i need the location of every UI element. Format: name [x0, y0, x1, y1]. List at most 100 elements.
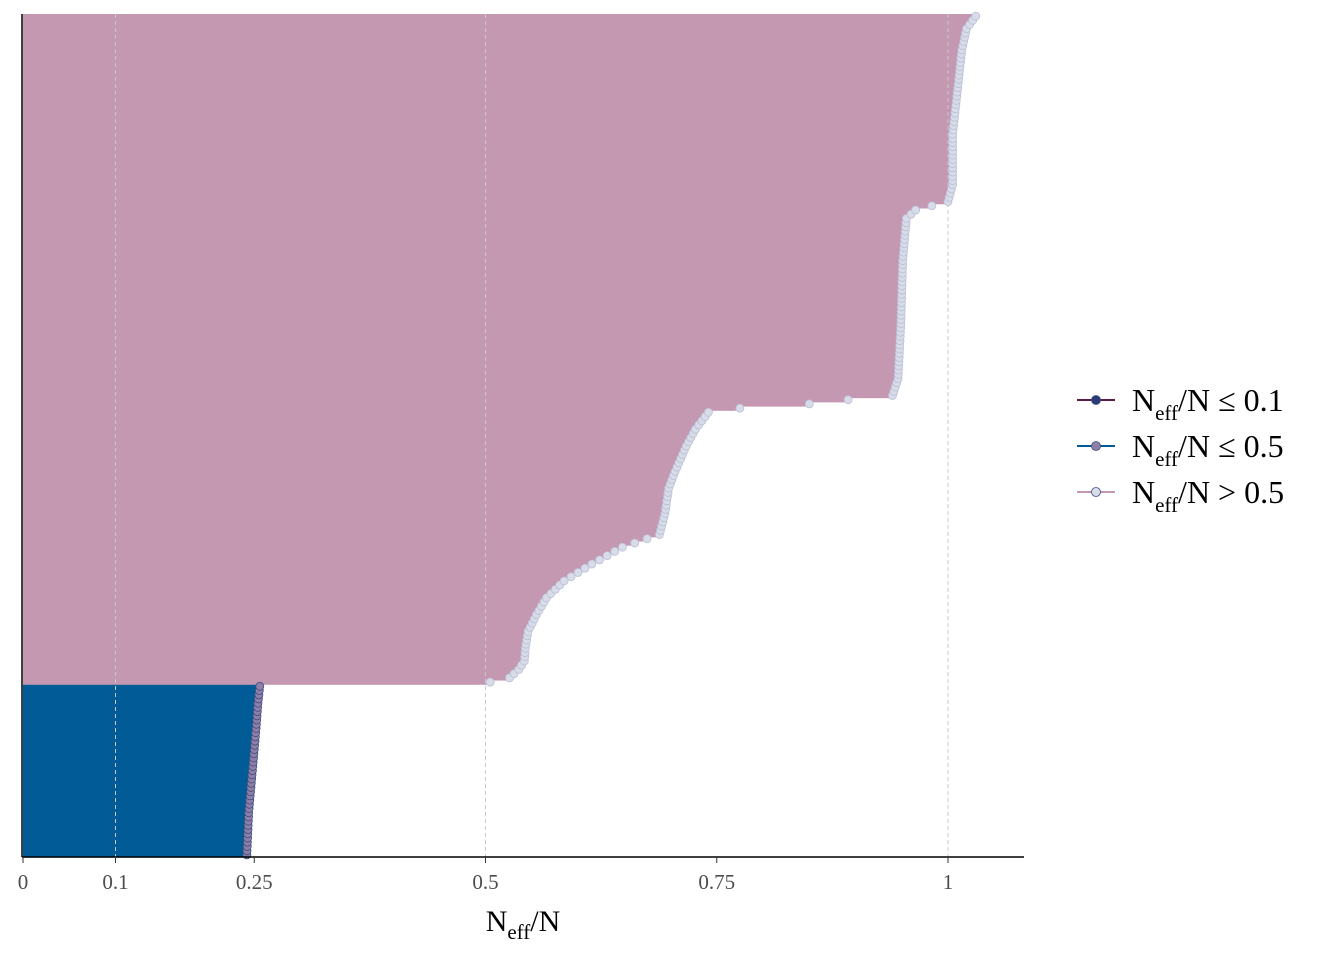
axes [21, 14, 1024, 858]
bar-high [23, 410, 709, 416]
bar-high [23, 119, 955, 125]
bar-high [23, 262, 903, 268]
bar-high [23, 283, 902, 289]
bar-high [23, 528, 661, 534]
bar-high [23, 435, 691, 441]
bar-high [23, 439, 689, 445]
bar-high [23, 161, 953, 167]
bar-mid [23, 844, 248, 850]
bar-high [23, 220, 906, 226]
legend-label: Neff/N ≤ 0.1 [1132, 382, 1284, 425]
bar-high [23, 321, 901, 327]
point-high [587, 559, 597, 569]
bar-high [23, 203, 932, 209]
bar-mid [23, 772, 253, 778]
bar-high [23, 642, 526, 647]
bar-high [23, 81, 959, 87]
bar-high [23, 389, 894, 394]
bar-mid [23, 684, 260, 689]
bar-high [23, 583, 560, 588]
legend-key-point [1091, 395, 1101, 405]
bar-mid [23, 692, 259, 698]
point-high [618, 542, 627, 552]
bar-high [23, 178, 953, 184]
point-high [602, 551, 612, 561]
bar-high [23, 532, 660, 538]
bar-high [23, 422, 699, 428]
data-points [242, 11, 981, 860]
bar-high [23, 380, 897, 386]
bar-mid [23, 814, 249, 820]
point-high [559, 576, 569, 586]
bar-high [23, 561, 592, 567]
bar-high [23, 515, 664, 521]
bar-high [23, 174, 953, 179]
bar-high [23, 620, 533, 626]
bar-high [23, 212, 911, 217]
bar-high [23, 68, 960, 74]
bar-high [23, 338, 900, 344]
point-high [971, 11, 981, 21]
bar-high [23, 477, 672, 483]
x-tick-label: 0.25 [236, 870, 273, 894]
bar-mid [23, 819, 249, 824]
x-tick-label: 0.75 [698, 870, 735, 894]
bar-high [23, 465, 677, 470]
bar-high [23, 608, 539, 614]
bar-mid [23, 722, 257, 727]
bar-high [23, 469, 676, 475]
bar-high [23, 637, 527, 643]
bar-mid [23, 738, 255, 744]
bar-high [23, 456, 681, 462]
bar-high [23, 566, 585, 571]
point-high [595, 555, 604, 565]
bar-high [23, 43, 963, 49]
bar-high [23, 431, 694, 437]
bar-high [23, 591, 551, 597]
bar-high [23, 237, 905, 243]
bar-high [23, 228, 906, 234]
point-high [704, 407, 713, 417]
bar-high [23, 94, 957, 99]
bar-high [23, 300, 902, 306]
bar-high [23, 169, 953, 175]
bar-mid [23, 717, 257, 723]
bar-high [23, 473, 674, 479]
legend-key-point [1091, 441, 1101, 451]
bar-high [23, 418, 702, 424]
bar-mid [23, 793, 251, 799]
bar-high [23, 296, 902, 302]
bar-high [23, 39, 964, 45]
bar-high [23, 359, 899, 365]
point-high [610, 547, 620, 556]
point-high [911, 205, 921, 215]
bar-high [23, 545, 623, 550]
bar-high [23, 51, 962, 57]
bar-high [23, 199, 948, 205]
bar-high [23, 625, 531, 630]
bar-fills [23, 14, 976, 858]
bar-mid [23, 696, 259, 702]
bar-high [23, 604, 542, 609]
bar-high [23, 18, 973, 24]
bar-high [23, 186, 952, 192]
bar-high [23, 26, 967, 32]
bar-mid [23, 781, 252, 786]
bar-mid [23, 835, 248, 841]
x-axis-title-sub: eff [507, 920, 530, 944]
bar-high [23, 47, 962, 53]
bar-mid [23, 743, 255, 749]
bar-high [23, 355, 900, 361]
bar-mid [23, 713, 258, 719]
point-high [642, 534, 652, 544]
bar-mid [23, 751, 254, 757]
point-high [573, 568, 583, 577]
bar-high [23, 279, 903, 285]
bar-high [23, 325, 901, 331]
bar-high [23, 650, 525, 656]
bar-high [23, 64, 961, 70]
bar-high [23, 30, 966, 36]
bar-high [23, 182, 953, 188]
bar-high [23, 654, 525, 660]
bar-high [23, 595, 547, 601]
